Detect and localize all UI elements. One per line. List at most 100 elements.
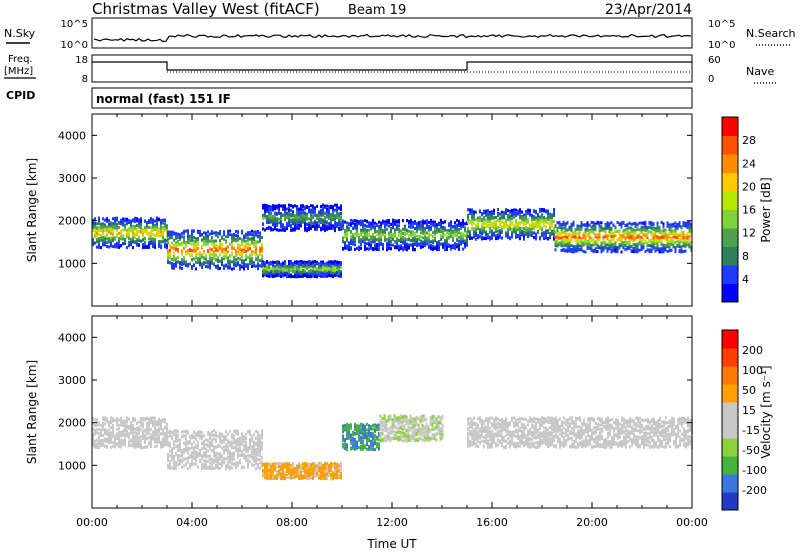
power-cell [386, 220, 388, 224]
power-cell [118, 239, 120, 243]
power-cell [304, 221, 306, 225]
power-cell [213, 253, 215, 257]
power-cell [187, 263, 189, 267]
power-cell [430, 219, 432, 223]
power-cell [179, 237, 181, 241]
power-cell [338, 223, 340, 227]
power-cell [360, 219, 362, 223]
power-cell [493, 212, 495, 216]
power-cell [233, 260, 235, 264]
power-cell [120, 235, 122, 239]
power-cell [545, 233, 547, 237]
power-cell [519, 208, 521, 212]
power-cell [290, 228, 292, 232]
power-cell [237, 243, 239, 247]
power-cell [558, 232, 561, 236]
power-cell [134, 235, 136, 239]
power-cell [173, 258, 175, 262]
power-cell [564, 235, 567, 239]
power-cell [300, 260, 302, 264]
power-cell [452, 225, 454, 229]
power-cell [501, 230, 503, 234]
power-cell [404, 232, 406, 236]
power-cell [424, 234, 426, 238]
power-cell [632, 228, 635, 232]
power-cell [660, 247, 663, 251]
power-cell [264, 209, 266, 213]
power-cell [650, 232, 653, 236]
power-cell [296, 206, 298, 210]
power-cell [241, 243, 243, 247]
power-cell [404, 240, 406, 244]
power-cell [356, 223, 358, 227]
power-cell [288, 268, 290, 272]
power-cell [624, 244, 627, 248]
power-cell [124, 228, 126, 232]
power-cell [239, 236, 241, 240]
power-cell [424, 230, 426, 234]
power-cell [201, 232, 203, 236]
power-cell [245, 232, 247, 236]
cpid-panel-frame [91, 87, 693, 109]
power-cell [191, 266, 193, 270]
power-cell [515, 226, 517, 230]
power-cell [364, 238, 366, 242]
power-cell [642, 237, 645, 241]
power-cell [620, 223, 623, 227]
power-cell [545, 230, 547, 234]
power-cell [314, 213, 316, 217]
power-cell [183, 240, 185, 244]
power-cell [426, 225, 428, 229]
power-cell [630, 232, 633, 236]
power-cell [310, 271, 312, 275]
power-cell [181, 241, 183, 245]
power-cell [268, 274, 270, 278]
power-cell [420, 231, 422, 235]
power-cell [326, 272, 328, 276]
power-cell [475, 228, 477, 232]
power-cell [618, 233, 621, 237]
power-cell [352, 233, 354, 237]
power-cell [334, 203, 336, 207]
power-cell [316, 204, 318, 208]
power-cell [209, 239, 211, 243]
power-cell [434, 239, 436, 243]
power-cell [662, 249, 665, 253]
power-cell [148, 218, 150, 222]
power-cell [515, 235, 517, 239]
power-cell [424, 237, 426, 241]
power-cell [162, 218, 164, 222]
power-cell [278, 210, 280, 214]
power-cell [247, 238, 249, 242]
power-cell [440, 230, 442, 234]
power-cell [286, 211, 288, 215]
power-cell [120, 222, 122, 226]
power-cell [288, 211, 290, 215]
power-cell [181, 260, 183, 264]
power-cell [185, 243, 187, 247]
power-cell [276, 264, 278, 268]
power-cell [312, 211, 314, 215]
power-cell [219, 239, 221, 243]
velocity-cell [98, 440, 100, 444]
power-cell [390, 222, 392, 226]
power-colorbar-label: Power [dB] [759, 177, 773, 242]
power-cell [312, 264, 314, 268]
power-cell [122, 234, 124, 238]
power-cell [632, 237, 635, 241]
power-cell [489, 213, 491, 217]
power-cell [294, 275, 296, 279]
power-cell [116, 241, 118, 245]
power-cell [100, 236, 102, 240]
power-cell [384, 229, 386, 233]
power-cell [574, 245, 577, 249]
power-cell [322, 224, 324, 228]
power-cell [672, 222, 675, 226]
power-cell [276, 212, 278, 216]
power-cell [150, 226, 152, 230]
power-cell [209, 266, 211, 270]
cpid-text: normal (fast) 151 IF [96, 92, 231, 106]
power-cell [523, 218, 525, 222]
power-cell [193, 249, 195, 253]
